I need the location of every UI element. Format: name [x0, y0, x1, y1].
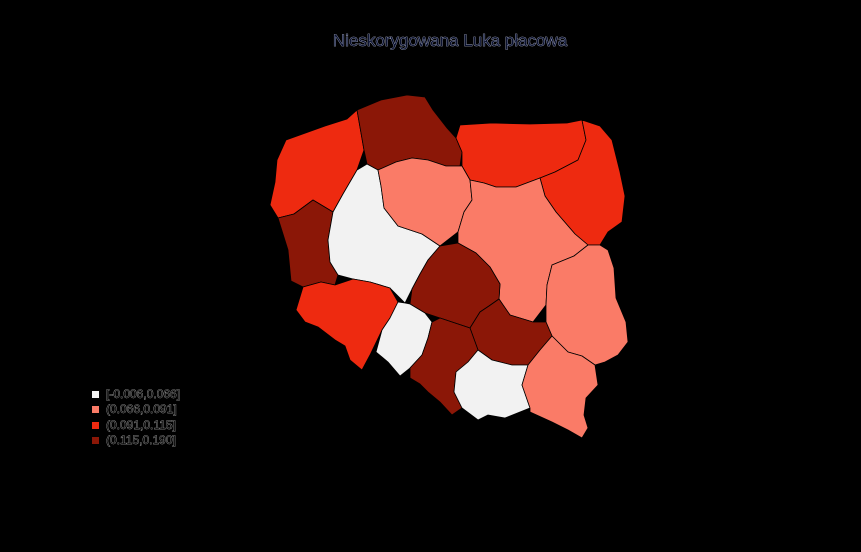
legend-item: (0.091,0.115] [92, 418, 176, 432]
legend-swatch [92, 422, 99, 429]
legend-swatch [92, 406, 99, 413]
legend-item: (0.115,0.190] [92, 433, 176, 447]
map-title: Nieskorygowana Luka płacowa [333, 31, 568, 50]
legend-item: [-0.006,0.066] [92, 387, 180, 401]
legend-swatch [92, 391, 99, 398]
legend-label: [-0.006,0.066] [106, 387, 180, 401]
legend-swatch [92, 437, 99, 444]
poland-regions [269, 94, 629, 439]
legend-item: (0.066,0.091] [92, 402, 177, 416]
legend-label: (0.115,0.190] [106, 433, 176, 447]
legend-label: (0.066,0.091] [106, 402, 177, 416]
region-slaskie [409, 317, 479, 416]
region-dolnoslaskie [295, 278, 399, 371]
legend-label: (0.091,0.115] [106, 418, 176, 432]
map-legend: [-0.006,0.066] (0.066,0.091] (0.091,0.11… [92, 387, 180, 447]
region-podkarpackie [521, 335, 599, 439]
